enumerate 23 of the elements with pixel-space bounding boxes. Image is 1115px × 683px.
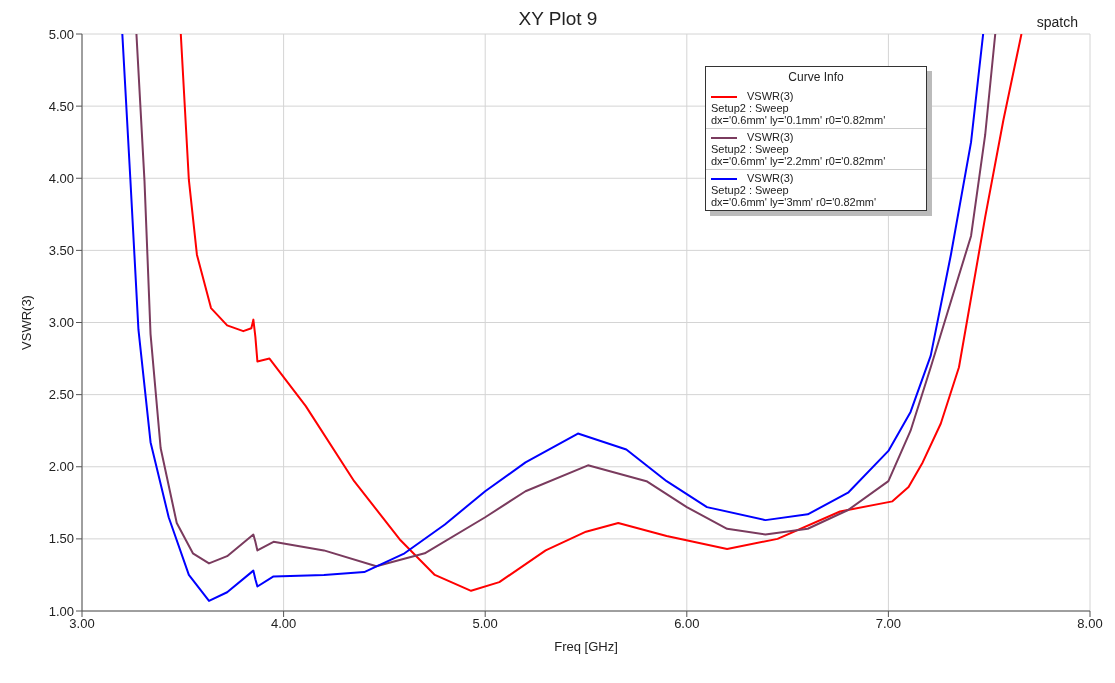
y-tick-label: 4.00 [48,170,74,186]
x-tick-label: 4.00 [270,616,297,632]
chart-title: XY Plot 9 [518,8,598,29]
y-tick-label: 5.00 [48,26,74,42]
legend-label: VSWR(3) Setup2 : Sweep dx='0.6mm' ly='2.2mm' r0='0.82mm' [711,131,887,167]
x-tick-label: 3.00 [69,616,95,632]
y-tick-label: 2.50 [48,387,74,403]
legend-title: Curve Info [787,69,845,86]
x-tick-label: 7.00 [875,616,902,632]
y-axis-title: VSWR(3) [18,295,34,350]
y-tick-label: 2.00 [48,459,74,475]
x-tick-label: 5.00 [472,616,498,632]
text: spatch [1036,14,1078,30]
y-tick-label: 3.50 [48,242,74,258]
x-tick-label: 8.00 [1077,616,1103,632]
x-tick-label: 6.00 [674,616,700,632]
y-tick-label: 1.00 [48,603,74,619]
x-axis-title: Freq [GHz] [554,639,618,654]
legend-label: VSWR(3) Setup2 : Sweep dx='0.6mm' ly='0.1mm' r0='0.82mm' [711,90,887,126]
y-tick-label: 3.00 [48,315,74,331]
legend-label: VSWR(3) Setup2 : Sweep dx='0.6mm' ly='3mm' r0='0.82mm' [711,172,878,208]
y-tick-label: 4.50 [48,98,74,114]
y-tick-label: 1.50 [48,531,74,547]
